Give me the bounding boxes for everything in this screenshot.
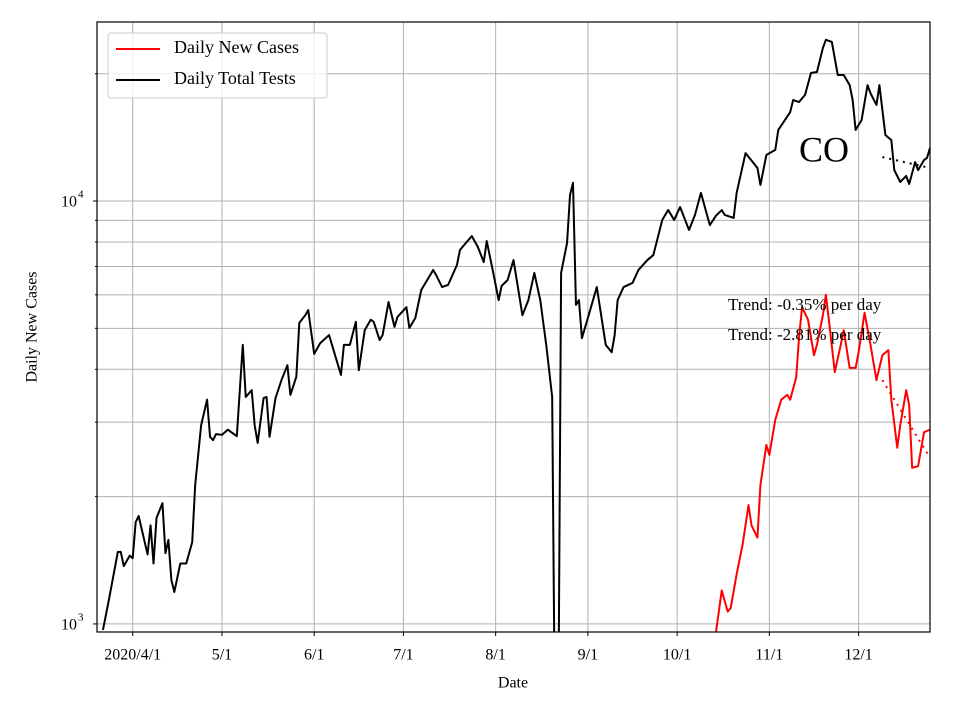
x-tick-label: 9/1 (578, 647, 598, 664)
x-tick-label: 2020/4/1 (104, 647, 161, 664)
legend-box (107, 32, 328, 99)
x-tick-label: 6/1 (304, 647, 324, 664)
annotation: CO (799, 129, 849, 169)
annotation: Trend: -0.35% per day (728, 295, 882, 314)
x-axis-label: Date (498, 675, 528, 692)
plot-area (101, 38, 930, 632)
y-tick-label: 10 (61, 194, 77, 211)
line (714, 293, 930, 632)
ticks: 2020/4/1 5/1 6/1 7/1 8/1 9/1 10/1 11/1 12/110 310… (61, 73, 873, 664)
line (101, 38, 930, 632)
grid (97, 22, 930, 632)
trend-line (881, 379, 930, 459)
trend-line (882, 156, 930, 169)
x-tick-label: 12/1 (844, 647, 872, 664)
x-tick-label: 10/1 (663, 647, 691, 664)
axes-frame (96, 21, 931, 633)
legend-label: Daily New Cases (174, 37, 299, 57)
y-axis-label: Daily New Cases (24, 271, 41, 382)
x-tick-label: 7/1 (393, 647, 413, 664)
y-tick-exponent: 4 (78, 189, 84, 201)
x-tick-label: 5/1 (212, 647, 232, 664)
legend-label: Daily Total Tests (174, 68, 296, 88)
x-tick-label: 11/1 (755, 647, 783, 664)
y-tick-label: 10 (61, 617, 77, 634)
x-tick-label: 8/1 (485, 647, 505, 664)
legend: Daily New Cases Daily Total Tests (107, 32, 328, 99)
y-tick-exponent: 3 (78, 611, 84, 623)
annotation: Trend: -2.81% per day (728, 325, 882, 344)
